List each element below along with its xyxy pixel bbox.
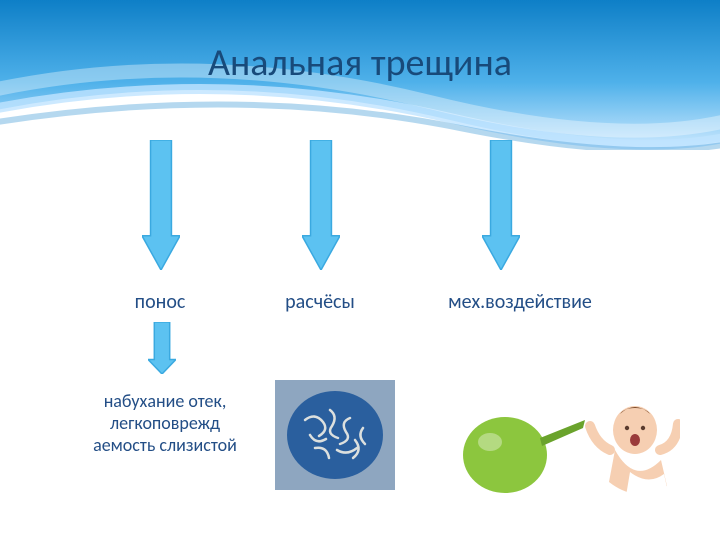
image-bulb-baby [450, 380, 680, 500]
slide: Анальная трещина понос расчёсы мех.возде… [0, 0, 720, 540]
arrow-2 [302, 140, 340, 270]
page-title: Анальная трещина [0, 40, 720, 86]
arrow-small [148, 322, 176, 374]
label-sub: набухание отек, легкоповрежд аемость сли… [90, 390, 240, 456]
image-petri-dish [275, 380, 395, 490]
label-mech: мех.воздействие [420, 290, 620, 314]
arrow-3 [482, 140, 520, 270]
arrow-1 [142, 140, 180, 270]
label-raschesy: расчёсы [260, 290, 380, 314]
label-ponos: понос [100, 290, 220, 314]
